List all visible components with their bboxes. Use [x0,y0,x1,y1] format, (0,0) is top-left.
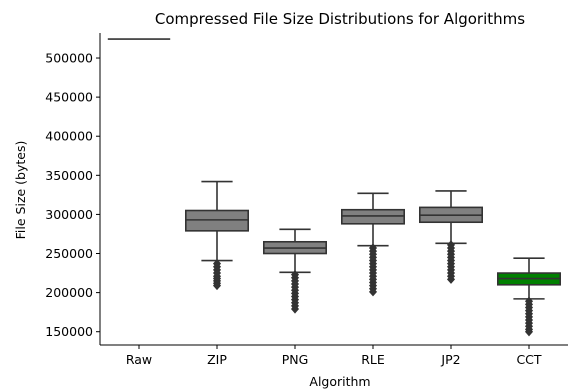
x-tick-label: JP2 [440,352,460,367]
y-axis-label: File Size (bytes) [13,141,28,240]
chart-title: Compressed File Size Distributions for A… [155,10,525,28]
x-tick-label: ZIP [207,352,227,367]
x-tick-label: CCT [516,352,541,367]
y-tick-label: 400000 [45,129,93,144]
y-tick-label: 200000 [45,285,93,300]
box-zip [185,180,250,291]
outlier-point [212,280,222,291]
box-rle [340,192,405,297]
x-axis: Raw ZIP PNG RLE JP2 CCT [100,344,568,367]
y-tick-label: 450000 [45,90,93,105]
y-tick-label: 350000 [45,168,93,183]
y-tick-label: 300000 [45,207,93,222]
y-tick-label: 150000 [45,324,93,339]
plot-area [107,38,561,337]
outlier-point [368,287,378,297]
y-axis: 150000 200000 250000 300000 350000 400000 4500… [45,33,101,345]
box-jp2 [418,190,483,284]
y-tick-label: 250000 [45,246,93,261]
x-axis-label: Algorithm [309,374,370,389]
box-cct [496,257,561,337]
box-png [262,228,327,314]
outlier-point [290,304,300,314]
outlier-point [524,327,534,337]
outlier-point [446,274,456,284]
y-tick-label: 500000 [45,51,93,66]
x-tick-label: PNG [282,352,309,367]
x-tick-label: RLE [361,352,385,367]
x-tick-label: Raw [126,352,152,367]
